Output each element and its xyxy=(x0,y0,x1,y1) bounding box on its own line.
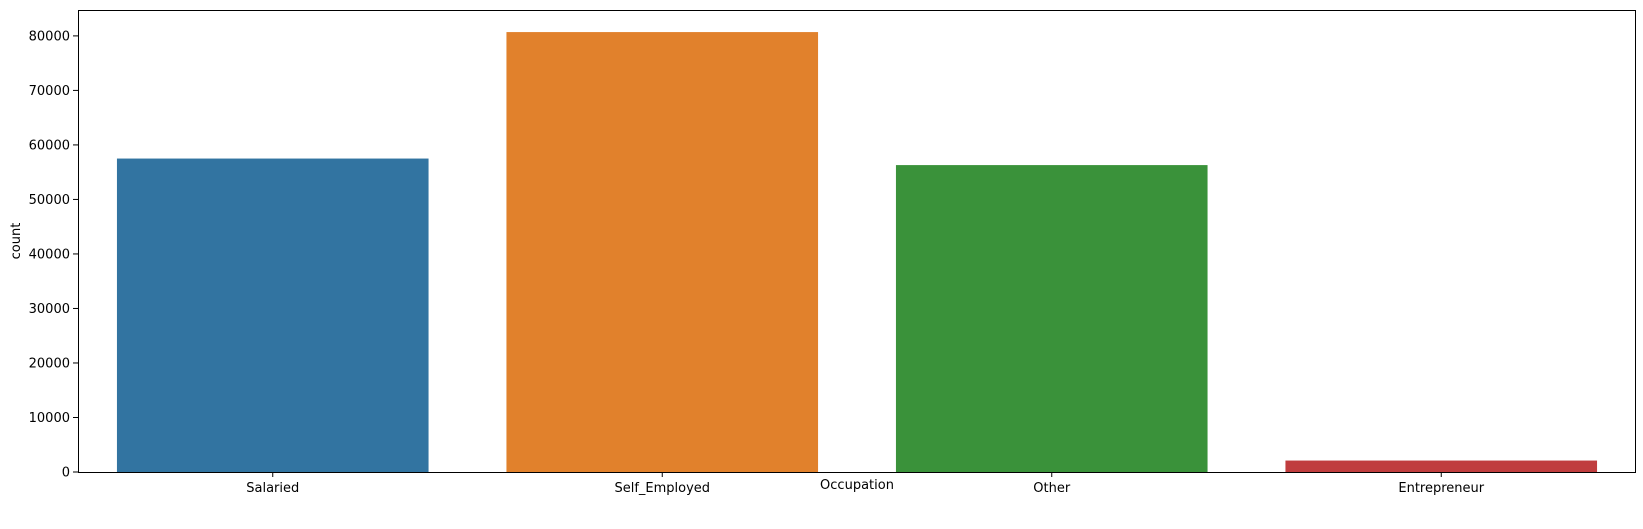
y-axis-ticks: 0 10000 20000 30000 40000 50000 60000 70000 8000… xyxy=(29,29,78,481)
y-tick-label: 50000 xyxy=(29,193,70,208)
bars-layer xyxy=(116,32,1598,472)
y-tick-label: 60000 xyxy=(29,138,70,153)
y-tick-label: 40000 xyxy=(29,247,70,262)
x-tick-label: Self_Employed xyxy=(614,481,710,496)
x-tick-label: Salaried xyxy=(246,481,299,496)
bar-other xyxy=(895,165,1208,472)
x-tick-label: Entrepreneur xyxy=(1398,481,1484,496)
y-tick-label: 30000 xyxy=(29,302,70,317)
x-tick-label: Other xyxy=(1033,481,1071,496)
y-tick-label: 10000 xyxy=(29,411,70,426)
y-axis-label: count xyxy=(9,223,24,260)
bar-self-employed xyxy=(506,32,819,472)
y-tick-label: 0 xyxy=(62,466,70,481)
bar-entrepreneur xyxy=(1285,460,1598,472)
y-tick-label: 20000 xyxy=(29,356,70,371)
bar-salaried xyxy=(116,158,429,472)
y-tick-label: 70000 xyxy=(29,84,70,99)
y-tick-label: 80000 xyxy=(29,29,70,44)
x-axis-label: Occupation xyxy=(820,478,894,493)
x-axis-ticks: Salaried Self_Employed Other Entrepreneur xyxy=(246,472,1485,496)
plot-frame xyxy=(78,10,1636,473)
